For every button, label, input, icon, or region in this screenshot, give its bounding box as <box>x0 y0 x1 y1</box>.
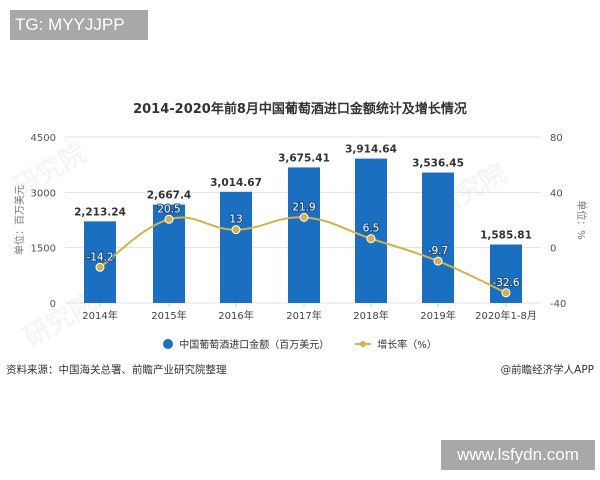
x-axis-label: 2016年 <box>218 309 253 322</box>
bar[interactable] <box>84 221 116 303</box>
legend-label-growth-rate: 增长率（%） <box>377 340 437 351</box>
bar[interactable] <box>355 158 387 303</box>
right-tick-label: -40 <box>550 299 566 310</box>
right-axis-ticks: 80 40 0 -40 <box>550 133 566 310</box>
left-axis-title: 单位：百万美元 <box>13 185 26 255</box>
x-axis-label: 2014年 <box>82 309 117 322</box>
x-axis-label: 2015年 <box>151 309 186 322</box>
growth-rate-marker[interactable] <box>231 225 241 235</box>
legend-label-import-value: 中国葡萄酒进口金额（百万美元） <box>179 340 330 351</box>
left-tick-label: 1500 <box>31 244 56 255</box>
bar-value-label: 2,213.24 <box>74 206 126 218</box>
credit-note: @前瞻经济学人APP <box>500 364 594 376</box>
chart-title: 2014-2020年前8月中国葡萄酒进口金额统计及增长情况 <box>133 102 467 117</box>
line-series-swatch-icon <box>355 340 372 347</box>
growth-rate-markers <box>95 212 511 298</box>
growth-rate-label: 20.5 <box>157 203 180 215</box>
left-tick-label: 0 <box>50 299 56 310</box>
watermark-tag-top: TG: MYYJJPP <box>10 10 148 40</box>
left-tick-label: 3000 <box>31 188 56 199</box>
growth-rate-marker[interactable] <box>433 256 443 266</box>
growth-rate-label: 6.5 <box>363 223 380 235</box>
bar[interactable] <box>422 172 454 303</box>
bar-series <box>84 158 522 303</box>
x-axis-label: 2018年 <box>353 309 388 322</box>
x-axis-labels: 2014年 2015年 2016年 2017年 2018年 2019年 2020年1-8月 <box>82 303 537 322</box>
left-axis-ticks: 4500 3000 1500 0 <box>31 133 56 310</box>
bar-value-label: 2,667.4 <box>147 190 192 202</box>
growth-rate-label: 13 <box>229 214 242 226</box>
growth-rate-marker[interactable] <box>164 214 174 224</box>
bar-value-label: 3,014.67 <box>210 177 262 189</box>
bar-value-label: 1,585.81 <box>480 230 532 242</box>
growth-rate-label: -14.2 <box>86 251 113 263</box>
bar-value-labels: 2,213.24 2,667.4 3,014.67 3,675.41 3,914.64 3… <box>74 144 532 242</box>
bar-series-swatch-icon <box>163 338 174 349</box>
data-source-note: 资料来源：中国海关总署、前瞻产业研究院整理 <box>6 364 227 376</box>
right-tick-label: 40 <box>550 188 563 199</box>
chart-legend: 中国葡萄酒进口金额（百万美元） 增长率（%） <box>0 336 600 351</box>
watermark-tag-bottom: www.lsfydn.com <box>441 440 595 470</box>
growth-rate-marker[interactable] <box>501 288 511 298</box>
x-axis-label: 2019年 <box>420 309 455 322</box>
legend-item-import-value[interactable]: 中国葡萄酒进口金额（百万美元） <box>163 336 329 351</box>
bar-value-label: 3,536.45 <box>412 158 464 170</box>
growth-rate-label: -9.7 <box>428 245 449 257</box>
bar-value-label: 3,914.64 <box>345 144 397 156</box>
left-tick-label: 4500 <box>31 133 56 144</box>
right-tick-label: 0 <box>550 244 556 255</box>
growth-rate-marker[interactable] <box>95 262 105 272</box>
growth-rate-label: 21.9 <box>292 201 315 213</box>
legend-item-growth-rate[interactable]: 增长率（%） <box>355 336 437 351</box>
bar[interactable] <box>220 191 252 303</box>
growth-rate-marker[interactable] <box>299 212 309 222</box>
growth-rate-label: -32.6 <box>492 277 519 289</box>
right-tick-label: 80 <box>550 133 563 144</box>
growth-rate-labels: -14.2 20.5 13 21.9 6.5 -9.7 -32.6 <box>85 200 520 289</box>
x-axis-label: 2020年1-8月 <box>475 309 537 322</box>
x-axis-label: 2017年 <box>286 309 321 322</box>
bar-value-label: 3,675.41 <box>278 152 330 164</box>
right-axis-title: 单位：% <box>575 200 588 240</box>
combo-chart: 4500 3000 1500 0 80 40 0 -40 单位：百万美元 单位：% 2,21… <box>13 133 588 322</box>
bar[interactable] <box>288 167 320 303</box>
growth-rate-marker[interactable] <box>366 234 376 244</box>
